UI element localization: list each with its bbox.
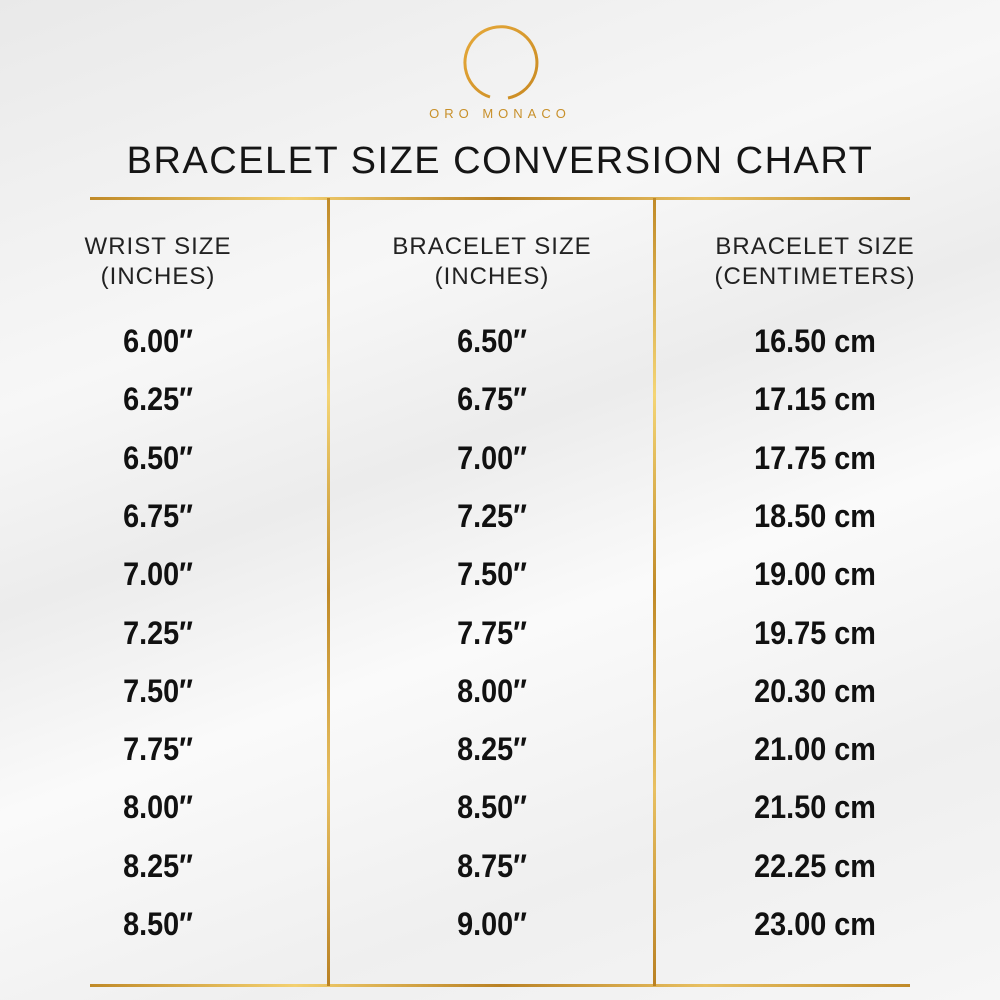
bottom-divider xyxy=(90,984,910,987)
chart-title: BRACELET SIZE CONVERSION CHART xyxy=(126,140,874,182)
table-cell: 6.75″ xyxy=(457,381,527,418)
column-header: WRIST SIZE (INCHES) xyxy=(0,232,318,292)
table-cell: 23.00 cm xyxy=(754,906,876,942)
table-cell: 19.75 cm xyxy=(754,614,876,651)
column-header-unit: (INCHES) xyxy=(100,263,216,290)
table-cell: 8.00″ xyxy=(457,672,527,709)
table-cell: 21.50 cm xyxy=(754,789,876,826)
table-cell: 20.30 cm xyxy=(754,672,876,709)
table-cell: 8.50″ xyxy=(457,789,527,826)
table-cell: 21.00 cm xyxy=(754,731,876,768)
table-cell: 7.50″ xyxy=(457,556,527,593)
table-cell: 7.75″ xyxy=(457,614,527,651)
brand-name: ORO MONACO xyxy=(429,106,571,121)
table-cell: 6.25″ xyxy=(123,381,193,418)
table-cell: 7.00″ xyxy=(123,556,193,593)
column-header: BRACELET SIZE (CENTIMETERS) xyxy=(655,232,975,292)
table-cell: 7.25″ xyxy=(457,497,527,534)
table-cell: 9.00″ xyxy=(457,906,527,942)
table-cell: 6.75″ xyxy=(123,497,193,534)
column-header-title: BRACELET SIZE xyxy=(715,233,915,260)
table-cell: 8.00″ xyxy=(123,789,193,826)
table-cell: 8.75″ xyxy=(457,847,527,884)
table-cell: 7.75″ xyxy=(123,731,193,768)
table-cell: 8.50″ xyxy=(123,906,193,942)
table-cell: 8.25″ xyxy=(123,847,193,884)
table-cell: 7.50″ xyxy=(123,672,193,709)
table-cell: 6.00″ xyxy=(123,323,193,359)
table-cell: 22.25 cm xyxy=(754,847,876,884)
table-cell: 17.75 cm xyxy=(754,439,876,476)
table-cell: 19.00 cm xyxy=(754,556,876,593)
table-cell: 7.25″ xyxy=(123,614,193,651)
column-header-title: BRACELET SIZE xyxy=(392,233,592,260)
column-divider xyxy=(327,198,330,986)
column-header-unit: (INCHES) xyxy=(434,263,550,290)
table-cell: 6.50″ xyxy=(457,323,527,359)
table-cell: 8.25″ xyxy=(457,731,527,768)
column-header: BRACELET SIZE (INCHES) xyxy=(332,232,652,292)
column-header-title: WRIST SIZE xyxy=(84,233,232,260)
column-header-unit: (CENTIMETERS) xyxy=(714,263,916,290)
table-cell: 6.50″ xyxy=(123,439,193,476)
table-cell: 16.50 cm xyxy=(754,323,876,359)
brand-logo xyxy=(463,25,539,100)
table-cell: 17.15 cm xyxy=(754,381,876,418)
table-cell: 7.00″ xyxy=(457,439,527,476)
top-divider xyxy=(90,197,910,200)
table-cell: 18.50 cm xyxy=(754,497,876,534)
column-divider xyxy=(653,198,656,986)
